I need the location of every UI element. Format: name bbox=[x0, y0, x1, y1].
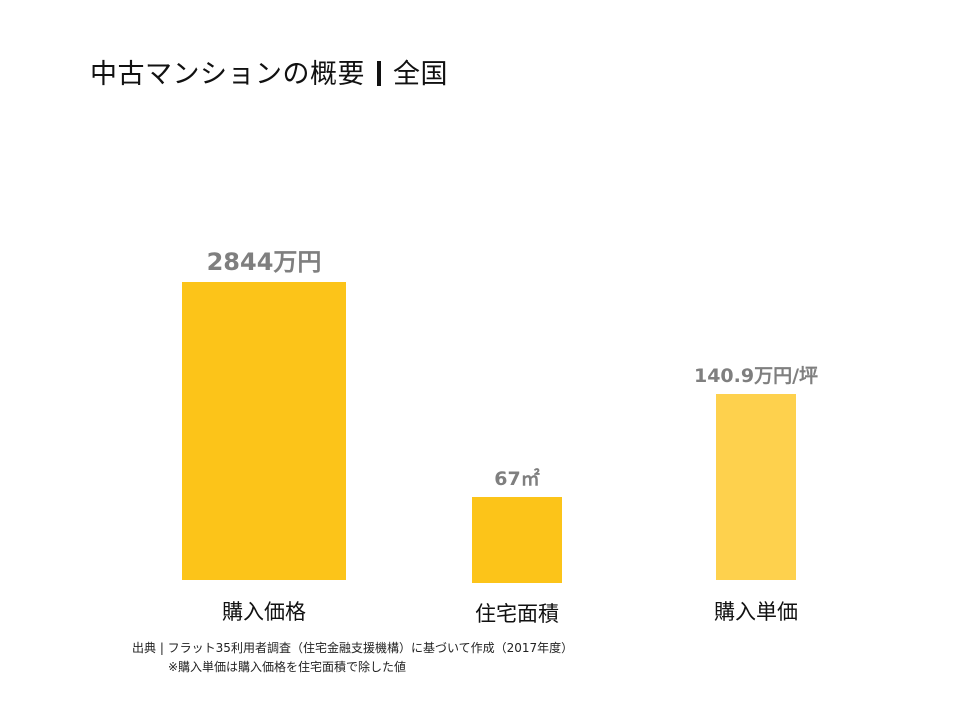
bar-price bbox=[182, 282, 346, 580]
title-region: 全国 bbox=[393, 59, 448, 90]
category-label-price: 購入価格 bbox=[222, 600, 306, 624]
value-label-unit-price: 140.9万円/坪 bbox=[694, 365, 818, 387]
title-separator bbox=[377, 61, 381, 86]
category-label-unit-price: 購入単価 bbox=[714, 600, 798, 624]
title-main: 中古マンションの概要 bbox=[90, 59, 365, 90]
category-label-area: 住宅面積 bbox=[475, 602, 559, 626]
source-footnote: 出典 | フラット35利用者調査（住宅金融支援機構）に基づいて作成（2017年度… bbox=[132, 641, 574, 655]
bar-unit-price bbox=[716, 394, 796, 580]
value-label-area: 67㎡ bbox=[494, 467, 539, 490]
bar-area bbox=[472, 497, 562, 583]
calculation-footnote: ※購入単価は購入価格を住宅面積で除した値 bbox=[168, 660, 407, 674]
page-title: 中古マンションの概要 全国 bbox=[90, 52, 448, 91]
value-label-price: 2844万円 bbox=[207, 248, 322, 276]
